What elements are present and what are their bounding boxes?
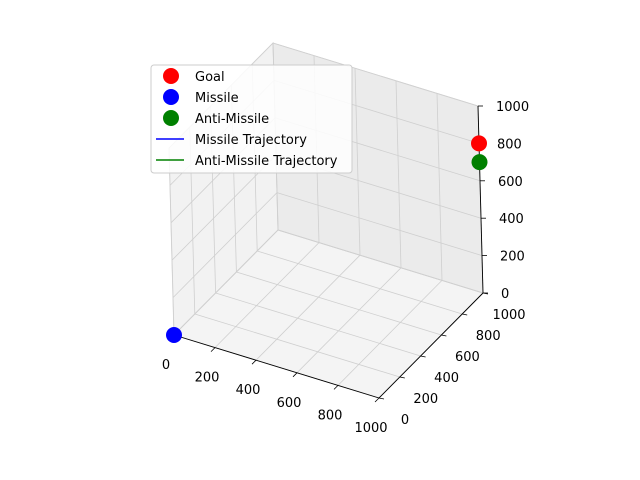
grid-line bbox=[277, 229, 484, 294]
data-points bbox=[166, 135, 488, 343]
missile-point bbox=[166, 327, 182, 343]
x-tick-label: 400 bbox=[236, 383, 261, 398]
x-tick-label: 200 bbox=[195, 371, 220, 386]
legend-anti-missile-label: Anti-Missile bbox=[195, 112, 269, 127]
anti-missile-point bbox=[471, 154, 488, 171]
grid-line bbox=[194, 313, 400, 378]
grid-line bbox=[172, 192, 278, 298]
y-tick-label: 200 bbox=[413, 392, 438, 407]
legend-missile-label: Missile bbox=[195, 91, 239, 106]
x-tick-label: 800 bbox=[318, 408, 343, 423]
grid-line bbox=[337, 280, 443, 386]
x-tick-mark bbox=[333, 385, 339, 390]
x-tick-label: 600 bbox=[277, 396, 302, 411]
y-tick-mark bbox=[378, 397, 385, 400]
y-tick-label: 400 bbox=[434, 371, 459, 386]
legend: Goal Missile Anti-Missile Missile Trajector… bbox=[150, 64, 353, 174]
grid-line bbox=[215, 292, 421, 357]
grid-line bbox=[354, 68, 361, 256]
grid-line bbox=[255, 254, 361, 361]
z-tick-label: 600 bbox=[498, 175, 523, 190]
goal-point bbox=[471, 135, 487, 152]
tick-labels: 0 200 400 600 800 1000 0 200 400 600 800 1000 0 200 40… bbox=[162, 100, 529, 436]
y-tick-label: 0 bbox=[401, 413, 409, 428]
grid-line bbox=[214, 242, 320, 348]
y-tick-label: 1000 bbox=[492, 308, 525, 323]
legend-anti-missile-marker bbox=[163, 110, 179, 126]
y-tick-mark bbox=[462, 313, 468, 316]
grid-line bbox=[173, 229, 279, 336]
y-tick-mark bbox=[399, 376, 405, 379]
y-axis-line bbox=[378, 292, 484, 399]
x-axis-line bbox=[173, 334, 380, 399]
y-tick-label: 800 bbox=[476, 329, 501, 344]
z-tick-label: 400 bbox=[499, 212, 524, 227]
grid-line bbox=[272, 42, 479, 107]
x-tick-mark bbox=[251, 359, 257, 365]
grid-line bbox=[257, 250, 463, 315]
legend-anti-missile-trajectory-label: Anti-Missile Trajectory bbox=[195, 154, 338, 169]
y-tick-label: 600 bbox=[455, 350, 480, 365]
legend-goal-marker bbox=[163, 68, 179, 84]
z-tick-label: 0 bbox=[501, 287, 509, 302]
z-tick-label: 800 bbox=[497, 137, 522, 152]
z-tick-label: 1000 bbox=[496, 100, 529, 115]
x-tick-label: 1000 bbox=[354, 421, 387, 436]
legend-missile-trajectory-label: Missile Trajectory bbox=[195, 133, 307, 148]
x-tick-mark bbox=[210, 347, 216, 352]
x-tick-mark bbox=[292, 372, 298, 378]
y-tick-mark bbox=[441, 334, 447, 337]
grid-line bbox=[168, 147, 175, 336]
legend-goal-label: Goal bbox=[195, 70, 225, 85]
grid-line bbox=[395, 80, 402, 268]
x-tick-label: 0 bbox=[162, 358, 170, 373]
x-tick-mark bbox=[374, 397, 380, 403]
z-tick-label: 200 bbox=[500, 250, 525, 265]
grid-line bbox=[276, 192, 483, 256]
grid-line bbox=[436, 93, 443, 281]
grid-line bbox=[296, 267, 402, 374]
legend-box bbox=[150, 64, 353, 174]
legend-missile-marker bbox=[163, 89, 179, 105]
y-tick-mark bbox=[420, 355, 426, 358]
grid-line bbox=[236, 271, 442, 336]
